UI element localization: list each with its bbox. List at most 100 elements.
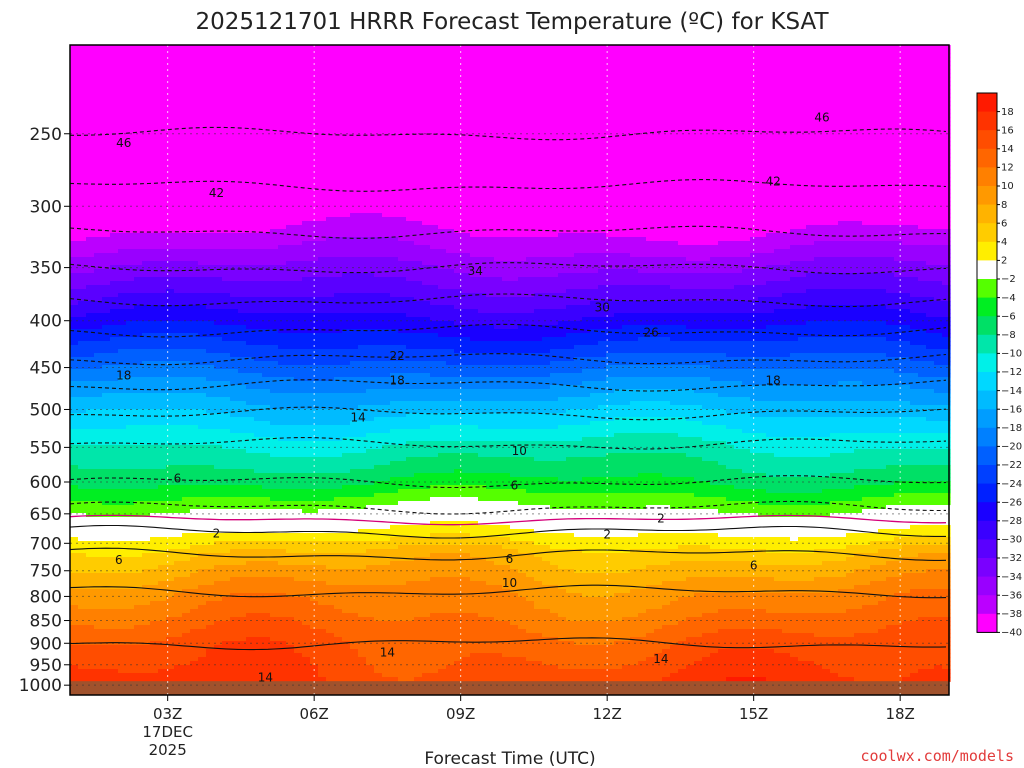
temperature-cell <box>790 197 799 202</box>
temperature-cell <box>654 189 663 194</box>
temperature-cell <box>678 85 687 90</box>
temperature-cell <box>94 57 103 62</box>
temperature-cell <box>670 105 679 110</box>
temperature-cell <box>486 117 495 122</box>
temperature-cell <box>934 109 943 114</box>
temperature-cell <box>598 133 607 138</box>
temperature-cell <box>486 161 495 166</box>
temperature-cell <box>134 209 143 214</box>
temperature-cell <box>838 153 847 158</box>
temperature-cell <box>662 89 671 94</box>
temperature-cell <box>758 97 767 102</box>
temperature-cell <box>758 197 767 202</box>
temperature-cell <box>134 169 143 174</box>
temperature-cell <box>774 85 783 90</box>
temperature-cell <box>510 93 519 98</box>
temperature-cell <box>406 129 415 134</box>
temperature-cell <box>86 161 95 166</box>
temperature-cell <box>846 105 855 110</box>
temperature-cell <box>750 53 759 58</box>
temperature-cell <box>302 161 311 166</box>
temperature-cell <box>222 89 231 94</box>
temperature-cell <box>470 205 479 210</box>
temperature-cell <box>222 133 231 138</box>
temperature-cell <box>150 117 159 122</box>
temperature-cell <box>630 45 639 50</box>
temperature-cell <box>566 113 575 118</box>
temperature-cell <box>334 209 343 214</box>
temperature-cell <box>582 61 591 66</box>
temperature-cell <box>270 193 279 198</box>
temperature-cell <box>558 205 567 210</box>
temperature-cell <box>486 45 495 50</box>
temperature-cell <box>190 93 199 98</box>
temperature-cell <box>726 121 735 126</box>
temperature-cell <box>918 133 927 138</box>
temperature-cell <box>246 201 255 206</box>
temperature-cell <box>462 209 471 214</box>
temperature-cell <box>414 53 423 58</box>
temperature-cell <box>342 205 351 210</box>
temperature-cell <box>486 77 495 82</box>
temperature-cell <box>70 73 79 78</box>
temperature-cell <box>238 217 247 222</box>
temperature-cell <box>574 157 583 162</box>
temperature-cell <box>246 89 255 94</box>
temperature-cell <box>638 141 647 146</box>
temperature-cell <box>446 141 455 146</box>
temperature-cell <box>558 201 567 206</box>
temperature-cell <box>782 133 791 138</box>
temperature-cell <box>86 77 95 82</box>
temperature-cell <box>214 101 223 106</box>
temperature-cell <box>374 165 383 170</box>
temperature-cell <box>790 169 799 174</box>
temperature-cell <box>566 209 575 214</box>
temperature-cell <box>942 65 951 70</box>
temperature-cell <box>566 77 575 82</box>
temperature-cell <box>246 121 255 126</box>
temperature-cell <box>182 93 191 98</box>
temperature-cell <box>662 157 671 162</box>
temperature-cell <box>806 169 815 174</box>
temperature-cell <box>486 209 495 214</box>
temperature-cell <box>326 157 335 162</box>
temperature-cell <box>854 137 863 142</box>
temperature-cell <box>254 137 263 142</box>
temperature-cell <box>574 193 583 198</box>
temperature-cell <box>870 213 879 218</box>
temperature-cell <box>270 69 279 74</box>
temperature-cell <box>630 193 639 198</box>
temperature-cell <box>774 101 783 106</box>
temperature-cell <box>710 137 719 142</box>
temperature-cell <box>942 69 951 74</box>
temperature-cell <box>790 133 799 138</box>
temperature-cell <box>326 49 335 54</box>
temperature-cell <box>614 169 623 174</box>
temperature-cell <box>94 69 103 74</box>
temperature-cell <box>414 105 423 110</box>
temperature-cell <box>366 89 375 94</box>
temperature-cell <box>94 177 103 182</box>
temperature-cell <box>758 69 767 74</box>
temperature-cell <box>782 53 791 58</box>
temperature-cell <box>838 105 847 110</box>
temperature-cell <box>710 153 719 158</box>
temperature-cell <box>526 185 535 190</box>
temperature-cell <box>798 209 807 214</box>
temperature-cell <box>78 165 87 170</box>
temperature-cell <box>630 181 639 186</box>
temperature-cell <box>86 157 95 162</box>
temperature-cell <box>606 129 615 134</box>
temperature-cell <box>286 105 295 110</box>
temperature-cell <box>782 49 791 54</box>
temperature-cell <box>278 157 287 162</box>
temperature-cell <box>886 161 895 166</box>
temperature-cell <box>150 85 159 90</box>
temperature-cell <box>478 93 487 98</box>
temperature-cell <box>334 201 343 206</box>
temperature-cell <box>878 189 887 194</box>
temperature-cell <box>710 77 719 82</box>
temperature-cell <box>270 209 279 214</box>
temperature-cell <box>166 93 175 98</box>
temperature-cell <box>174 121 183 126</box>
